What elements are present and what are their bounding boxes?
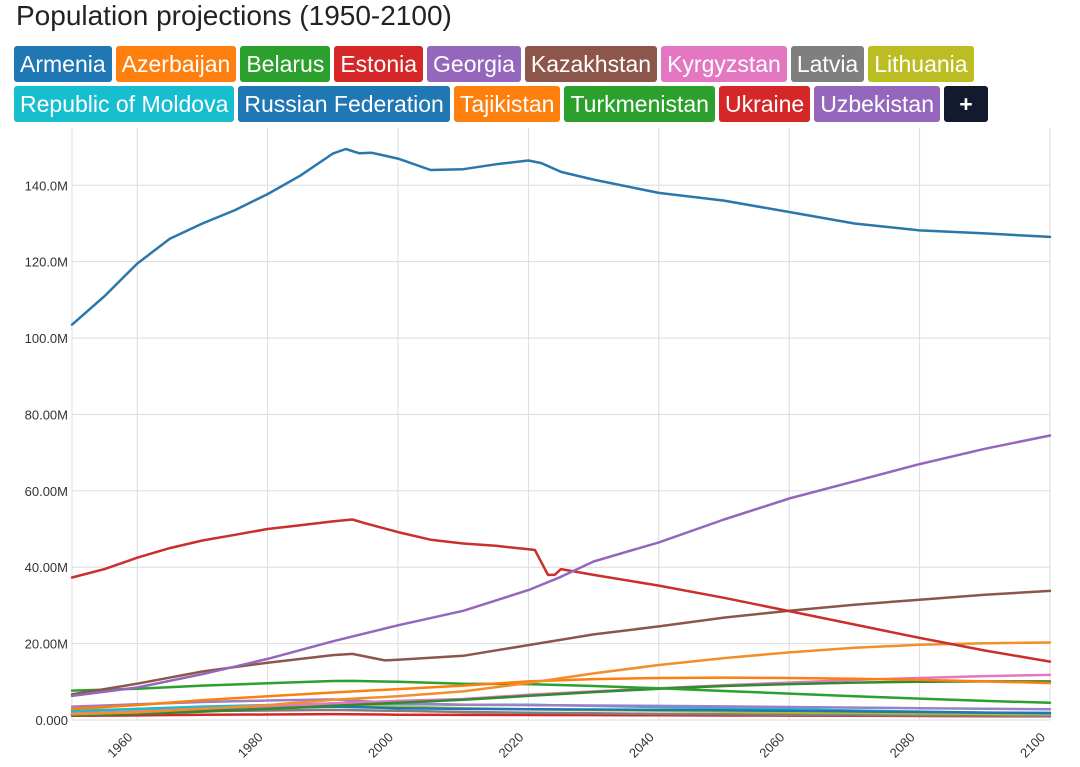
series-line-azerbaijan xyxy=(70,676,1052,711)
legend-item-belarus[interactable]: Belarus xyxy=(240,46,331,82)
x-tick-label: 1980 xyxy=(235,730,266,761)
y-tick-label: 0.000 xyxy=(35,713,68,728)
legend-item-republic-of-moldova[interactable]: Republic of Moldova xyxy=(14,86,235,122)
series-line-turkmenistan xyxy=(70,680,1052,717)
legend-item-kyrgyzstan[interactable]: Kyrgyzstan xyxy=(661,46,787,82)
y-tick-label: 20.00M xyxy=(25,637,68,652)
legend-item-kazakhstan[interactable]: Kazakhstan xyxy=(524,46,658,82)
legend-item-estonia[interactable]: Estonia xyxy=(334,46,424,82)
y-tick-label: 40.00M xyxy=(25,560,68,575)
legend-item-uzbekistan[interactable]: Uzbekistan xyxy=(814,86,940,122)
series-line-russian-federation xyxy=(70,147,1052,326)
legend-item-azerbaijan[interactable]: Azerbaijan xyxy=(115,46,237,82)
x-tick-label: 2060 xyxy=(756,730,787,761)
series-line-ukraine xyxy=(70,518,1052,663)
legend-item-tajikistan[interactable]: Tajikistan xyxy=(453,86,561,122)
y-tick-label: 80.00M xyxy=(25,407,68,422)
legend-item-georgia[interactable]: Georgia xyxy=(427,46,521,82)
y-tick-label: 140.0M xyxy=(25,178,68,193)
add-series-button[interactable]: + xyxy=(944,86,988,122)
legend-row-2: Republic of Moldova Russian Federation T… xyxy=(14,86,1074,122)
chart-title: Population projections (1950-2100) xyxy=(16,0,452,31)
legend-row-1: Armenia Azerbaijan Belarus Estonia Georg… xyxy=(14,46,1074,82)
x-tick-label: 2100 xyxy=(1017,730,1048,761)
legend-item-ukraine[interactable]: Ukraine xyxy=(718,86,811,122)
x-tick-label: 2040 xyxy=(626,730,657,761)
x-tick-label: 2000 xyxy=(365,730,396,761)
legend-item-lithuania[interactable]: Lithuania xyxy=(868,46,974,82)
x-tick-label: 2080 xyxy=(887,730,918,761)
series-line-georgia xyxy=(70,698,1052,711)
series-line-tajikistan xyxy=(70,641,1052,716)
y-tick-label: 100.0M xyxy=(25,331,68,346)
series-line-kazakhstan xyxy=(70,589,1052,696)
legend-item-russian-federation[interactable]: Russian Federation xyxy=(238,86,450,122)
legend-item-turkmenistan[interactable]: Turkmenistan xyxy=(564,86,715,122)
x-tick-label: 1960 xyxy=(104,730,135,761)
legend-item-armenia[interactable]: Armenia xyxy=(14,46,112,82)
y-tick-label: 120.0M xyxy=(25,255,68,270)
series-line-uzbekistan xyxy=(70,434,1052,698)
legend-item-latvia[interactable]: Latvia xyxy=(790,46,865,82)
legend: Armenia Azerbaijan Belarus Estonia Georg… xyxy=(14,46,1074,126)
y-tick-label: 60.00M xyxy=(25,484,68,499)
x-tick-label: 2020 xyxy=(495,730,526,761)
